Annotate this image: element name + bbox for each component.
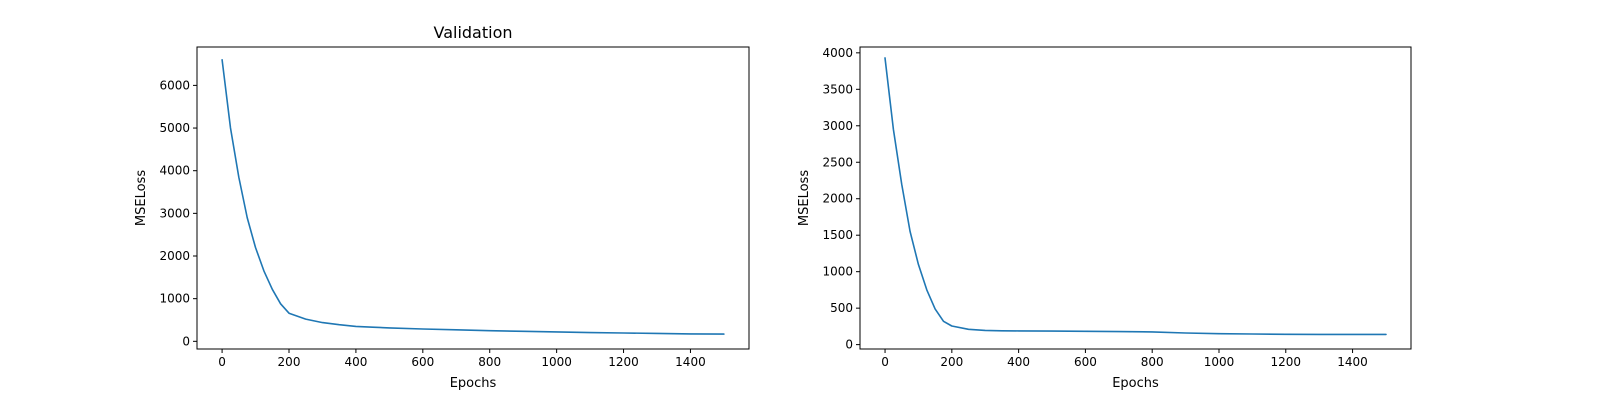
y-axis-title: MSELoss bbox=[797, 170, 812, 226]
y-tick-label: 2000 bbox=[159, 249, 190, 263]
x-axis-title: Epochs bbox=[1112, 376, 1159, 391]
y-tick-label: 1000 bbox=[822, 265, 853, 279]
series-line-loss bbox=[221, 58, 725, 335]
chart-title: Validation bbox=[433, 23, 512, 42]
y-tick-label: 0 bbox=[182, 334, 190, 348]
x-tick-label: 800 bbox=[1141, 355, 1164, 369]
series-line-loss bbox=[884, 57, 1387, 336]
x-tick-label: 1200 bbox=[608, 355, 639, 369]
y-tick-label: 500 bbox=[830, 301, 853, 315]
x-tick-label: 0 bbox=[881, 355, 889, 369]
x-axis-title: Epochs bbox=[450, 376, 497, 391]
x-tick-label: 1000 bbox=[1204, 355, 1235, 369]
y-tick-label: 1500 bbox=[822, 228, 853, 242]
x-tick-label: 600 bbox=[411, 355, 434, 369]
y-axis-title: MSELoss bbox=[134, 170, 149, 226]
y-tick-label: 6000 bbox=[159, 78, 190, 92]
x-tick-label: 200 bbox=[940, 355, 963, 369]
subplot-2: 0 200 400 600 800 1000 1200 1400 0 500 1000 1500 200… bbox=[797, 46, 1412, 391]
y-tick-label: 4000 bbox=[822, 46, 853, 60]
y-tick-label: 3000 bbox=[822, 119, 853, 133]
y-tick-label: 2500 bbox=[822, 155, 853, 169]
y-tick-label: 1000 bbox=[159, 292, 190, 306]
y-tick-label: 3500 bbox=[822, 82, 853, 96]
y-tick-label: 5000 bbox=[159, 121, 190, 135]
plot-frame bbox=[859, 46, 1412, 350]
y-tick-label: 0 bbox=[845, 338, 853, 352]
plot-frame bbox=[196, 46, 750, 350]
x-tick-label: 800 bbox=[478, 355, 501, 369]
subplot-1: 0 200 400 600 800 1000 1200 1400 0 1000 2000 3000 40… bbox=[134, 23, 750, 391]
x-tick-label: 400 bbox=[344, 355, 367, 369]
y-tick-label: 2000 bbox=[822, 192, 853, 206]
x-tick-label: 1400 bbox=[1337, 355, 1368, 369]
x-tick-label: 400 bbox=[1007, 355, 1030, 369]
x-tick-label: 1000 bbox=[541, 355, 572, 369]
y-tick-label: 4000 bbox=[159, 164, 190, 178]
x-tick-label: 1400 bbox=[675, 355, 706, 369]
x-tick-label: 0 bbox=[218, 355, 226, 369]
x-tick-label: 200 bbox=[278, 355, 301, 369]
y-tick-label: 3000 bbox=[159, 206, 190, 220]
x-tick-label: 600 bbox=[1074, 355, 1097, 369]
x-tick-label: 1200 bbox=[1270, 355, 1301, 369]
